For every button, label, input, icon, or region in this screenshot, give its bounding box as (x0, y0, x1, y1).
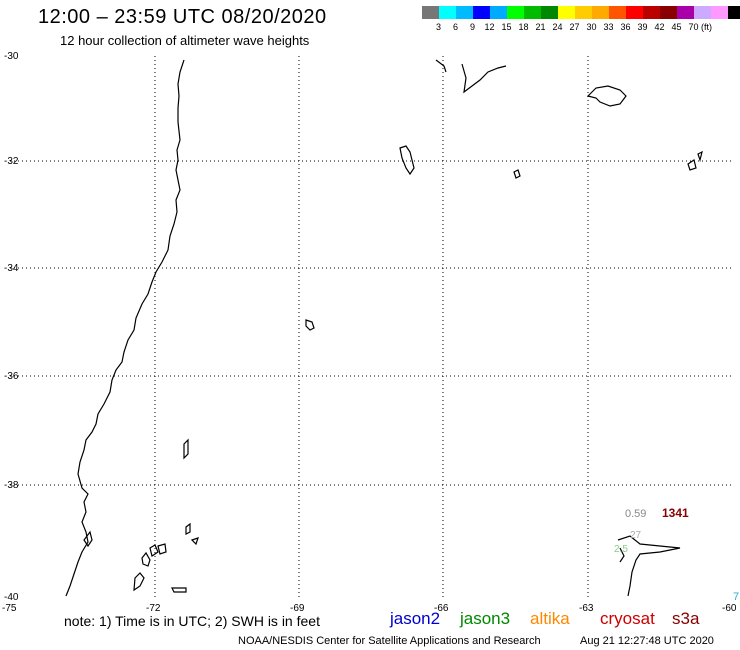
color-tick-label: 27 (569, 22, 580, 32)
lat-label: -34 (4, 263, 19, 274)
color-tick-label: 9 (469, 22, 475, 32)
color-swatch (660, 6, 677, 19)
color-unit-label: (ft) (701, 22, 712, 32)
legend-s3a: s3a (672, 609, 700, 628)
color-swatch (694, 6, 711, 19)
footer-credit: NOAA/NESDIS Center for Satellite Applica… (238, 635, 541, 647)
color-swatch (609, 6, 626, 19)
obs-value-dark: 1341 (662, 506, 689, 520)
color-tick-label: 3 (435, 22, 441, 32)
color-tick-label: 42 (654, 22, 665, 32)
color-swatch (711, 6, 728, 19)
color-tick-label: 30 (586, 22, 597, 32)
chiloe-islands (83, 530, 93, 548)
chart-subtitle: 12 hour collection of altimeter wave hei… (60, 33, 310, 48)
legend-cryosat: cryosat (600, 609, 655, 628)
color-swatch (728, 6, 740, 19)
color-tick-label: 21 (535, 22, 546, 32)
color-scale-bar (422, 6, 740, 19)
color-tick-label: 45 (671, 22, 682, 32)
color-swatch (473, 6, 490, 19)
color-swatch (422, 6, 439, 19)
obs-value-edge: 7 (733, 591, 739, 603)
graticule (10, 56, 732, 600)
chart-title: 12:00 – 23:59 UTC 08/20/2020 (38, 6, 327, 28)
color-tick-label: 12 (484, 22, 495, 32)
coast-east-small (687, 150, 703, 171)
coastlines (65, 59, 703, 597)
island-south-1 (133, 572, 145, 592)
color-swatch (626, 6, 643, 19)
island-south-6 (185, 522, 191, 535)
lat-label: -36 (4, 371, 19, 382)
lat-labels: -30 -32 -34 -36 -38 -40 (4, 51, 19, 603)
island-mid (305, 319, 315, 331)
coast-southeast (617, 535, 681, 597)
lat-label: -30 (4, 51, 19, 62)
color-swatch (575, 6, 592, 19)
obs-value-grey: 0.59 (625, 508, 646, 520)
island-south-4 (157, 543, 167, 555)
color-swatch (558, 6, 575, 19)
island-north-1 (399, 145, 415, 176)
color-swatch (456, 6, 473, 19)
color-tick-label: 18 (518, 22, 529, 32)
island-south-7 (190, 537, 199, 546)
color-swatch (507, 6, 524, 19)
lon-label: -63 (579, 603, 594, 614)
color-tick-label: 6 (452, 22, 458, 32)
lon-label: -60 (722, 603, 737, 614)
color-swatch (677, 6, 694, 19)
color-swatch (592, 6, 609, 19)
color-swatch (439, 6, 456, 19)
island-river (183, 438, 189, 460)
color-tick-label: 39 (637, 22, 648, 32)
color-swatch (524, 6, 541, 19)
lat-label: -38 (4, 480, 19, 491)
island-north-2 (513, 169, 521, 179)
lat-label: -32 (4, 156, 19, 167)
lon-labels: -75 -72 -69 -66 -63 -60 (2, 603, 737, 614)
color-tick-label: 36 (620, 22, 631, 32)
color-tick-label: 15 (501, 22, 512, 32)
footer-timestamp: Aug 21 12:27:48 UTC 2020 (580, 635, 714, 647)
color-swatch (490, 6, 507, 19)
color-tick-label: 33 (603, 22, 614, 32)
lat-label: -40 (4, 592, 19, 603)
lon-label: -66 (434, 603, 449, 614)
obs-value-partial: 27 (630, 530, 642, 541)
island-south-2 (141, 551, 151, 567)
lon-label: -69 (290, 603, 305, 614)
coast-northeast (586, 85, 627, 107)
coast-north (435, 59, 507, 94)
lon-label: -75 (2, 603, 17, 614)
color-swatch (643, 6, 660, 19)
legend-jason2: jason2 (390, 609, 441, 628)
chile-coastline (65, 59, 185, 597)
lon-label: -72 (146, 603, 161, 614)
obs-value-green: 2.5 (614, 544, 628, 555)
legend-jason3: jason3 (460, 609, 511, 628)
note-text: note: 1) Time is in UTC; 2) SWH is in fe… (64, 613, 320, 629)
legend-altika: altika (530, 609, 570, 628)
color-tick-label: 70 (688, 22, 699, 32)
color-swatch (541, 6, 558, 19)
island-south-5 (171, 587, 187, 593)
island-south-3 (149, 544, 159, 557)
color-tick-label: 24 (552, 22, 563, 32)
